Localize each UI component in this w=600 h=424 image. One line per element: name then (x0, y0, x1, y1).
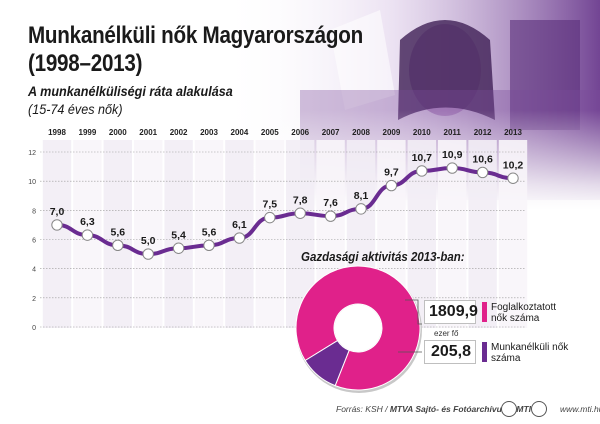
year-label: 2012 (474, 128, 492, 137)
data-label: 10,9 (442, 149, 463, 161)
data-point (203, 239, 215, 252)
year-label: 2011 (444, 128, 462, 137)
donut-hole (334, 304, 382, 352)
website-link[interactable]: www.mti.hu (560, 404, 600, 414)
year-label: 2009 (383, 128, 401, 137)
data-label: 6,1 (232, 219, 247, 231)
source-agency: MTVA Sajtó- és Fotóarchívum / MTI (389, 404, 532, 414)
pie-title: Gazdasági aktivitás 2013-ban: (301, 250, 465, 264)
year-band (498, 140, 528, 328)
unemployed-legend-swatch (482, 342, 487, 362)
pie-slice-employed (295, 265, 421, 391)
year-band (194, 140, 224, 328)
y-tick-label: 2 (32, 296, 36, 303)
data-label: 6,3 (80, 216, 95, 228)
title-line2: (1998–2013) (28, 50, 143, 77)
data-point (112, 239, 124, 252)
data-label: 10,2 (503, 159, 524, 171)
data-label: 8,1 (354, 190, 369, 202)
year-label: 2002 (170, 128, 188, 137)
data-point (51, 219, 63, 231)
year-label: 2000 (109, 128, 127, 137)
data-point (446, 162, 458, 174)
data-point (142, 248, 154, 260)
mtva-logo (501, 401, 517, 417)
year-label: 2005 (261, 128, 279, 137)
data-label: 5,6 (202, 226, 217, 238)
data-label: 7,0 (50, 206, 65, 218)
year-label: 2008 (352, 128, 370, 137)
data-label: 5,0 (141, 235, 156, 247)
year-band (164, 140, 193, 328)
data-label: 9,7 (384, 167, 399, 179)
employed-value-card: 1809,9 (424, 300, 478, 324)
data-label: 10,6 (472, 153, 493, 165)
data-label: 7,8 (293, 194, 308, 206)
year-label: 2001 (139, 128, 157, 137)
source-prefix: Forrás: KSH / (336, 404, 390, 414)
year-label: 1998 (48, 128, 66, 137)
data-point (416, 165, 428, 177)
year-label: 2004 (231, 128, 249, 137)
y-tick-label: 10 (28, 179, 36, 186)
data-point (294, 207, 306, 219)
unemployed-value-card: 205,8 (424, 340, 476, 364)
y-tick-label: 8 (32, 208, 36, 215)
unit-label: ezer fő (434, 329, 459, 338)
data-point (81, 229, 94, 241)
data-point (264, 211, 276, 224)
y-tick-label: 12 (28, 150, 36, 157)
data-label: 7,5 (262, 199, 277, 211)
year-band (255, 140, 284, 328)
year-label: 2007 (322, 128, 340, 137)
y-tick-label: 6 (32, 238, 36, 245)
pie-slice-unemployed (304, 339, 350, 387)
chart-subtitle: (15-74 éves nők) (28, 101, 123, 117)
data-point (355, 203, 367, 215)
employed-legend-label: Foglalkoztatott nők száma (491, 302, 557, 324)
year-label: 1999 (79, 128, 97, 137)
y-tick-label: 0 (32, 325, 36, 332)
year-label: 2013 (504, 128, 522, 137)
data-point (324, 210, 337, 222)
y-tick-label: 4 (32, 267, 36, 274)
year-band (134, 140, 163, 328)
source-line: Forrás: KSH / MTVA Sajtó- és Fotóarchívu… (336, 404, 531, 414)
data-label: 7,6 (323, 197, 338, 209)
data-point (233, 232, 246, 244)
data-label: 10,7 (412, 152, 433, 164)
mti-logo (531, 401, 547, 417)
year-label: 2003 (200, 128, 218, 137)
year-band (42, 140, 72, 328)
title-line1: Munkanélküli nők Magyarországon (28, 22, 363, 49)
series-line (55, 166, 515, 257)
data-label: 5,6 (110, 226, 125, 238)
data-label: 5,4 (171, 229, 186, 241)
year-label: 2006 (291, 128, 309, 137)
chart-title: A munkanélküliségi ráta alakulása (28, 83, 233, 99)
data-point (476, 166, 489, 179)
employed-connector (405, 299, 422, 325)
data-point (172, 242, 185, 254)
data-point (385, 179, 398, 192)
data-point (507, 172, 519, 184)
unemployed-legend-label: Munkanélküli nők száma (491, 342, 569, 364)
year-band (103, 140, 132, 328)
year-label: 2010 (413, 128, 431, 137)
employed-legend-swatch (482, 302, 487, 322)
